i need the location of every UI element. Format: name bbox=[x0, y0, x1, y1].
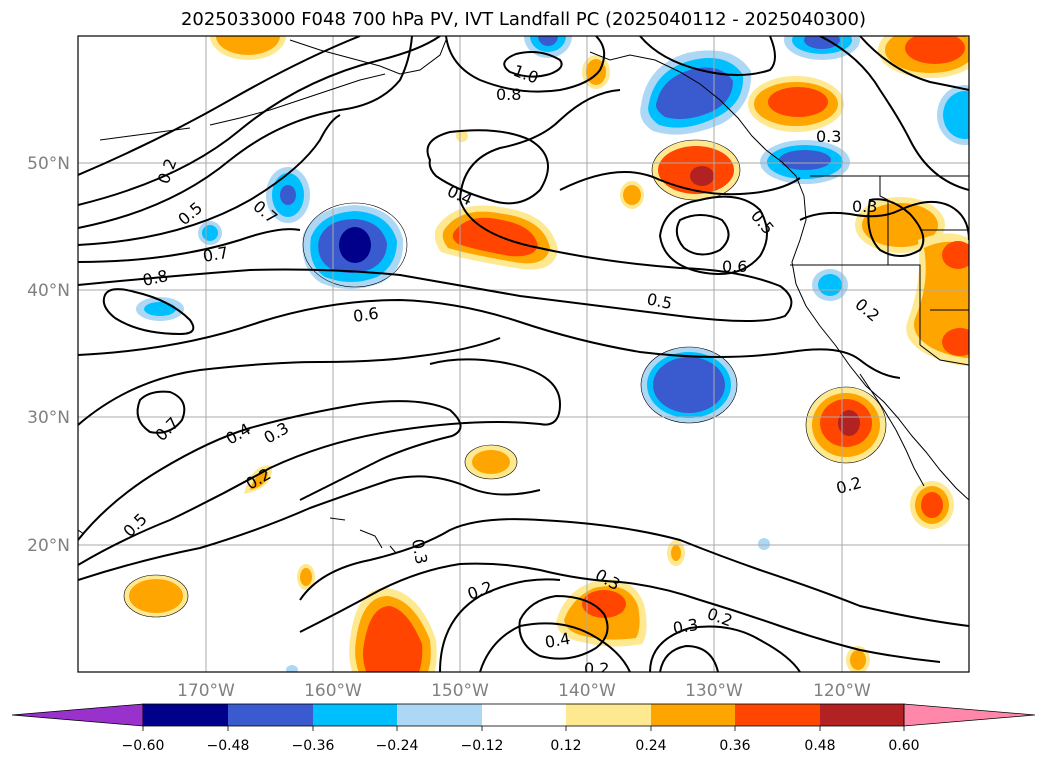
contour-label: 0.8 bbox=[141, 266, 170, 290]
lon-label: 140°W bbox=[558, 681, 616, 701]
contour-label: 0.3 bbox=[816, 127, 841, 146]
lat-label: 20°N bbox=[27, 536, 70, 556]
colorbar-segment bbox=[397, 704, 482, 726]
contour-label: 0.3 bbox=[671, 615, 699, 638]
contour-label: 0.7 bbox=[201, 243, 229, 266]
contour-label: 0.6 bbox=[352, 304, 380, 326]
shade-outlines bbox=[123, 139, 887, 618]
colorbar-segment bbox=[566, 704, 651, 726]
map-frame bbox=[77, 35, 970, 673]
colorbar-segment bbox=[820, 704, 904, 726]
colorbar-tick-label: 0.12 bbox=[550, 738, 581, 754]
colorbar-tick-label: 0.24 bbox=[635, 738, 666, 754]
longitude-labels: 170°W 160°W 150°W 140°W 130°W 120°W bbox=[177, 681, 871, 701]
lat-label: 50°N bbox=[27, 154, 70, 174]
pv-contours bbox=[78, 36, 969, 672]
colorbar-tick-label: 0.48 bbox=[804, 738, 835, 754]
colorbar-tick-label: −0.60 bbox=[122, 738, 165, 754]
colorbar-extend-low bbox=[11, 703, 144, 727]
lon-label: 170°W bbox=[177, 681, 235, 701]
colorbar-ticks bbox=[142, 726, 905, 731]
colorbar-segment bbox=[735, 704, 820, 726]
map-panel: 1.0 0.8 0.7 0.5 0.7 0.8 0.2 0.4 0.6 0.5 … bbox=[78, 36, 969, 678]
colorbar-tick-label: −0.48 bbox=[207, 738, 250, 754]
lat-label: 40°N bbox=[27, 281, 70, 301]
map-gridlines bbox=[78, 36, 969, 672]
lon-label: 120°W bbox=[813, 681, 871, 701]
lon-label: 160°W bbox=[304, 681, 362, 701]
contour-label: 0.4 bbox=[543, 629, 571, 652]
colorbar-tick-label: −0.24 bbox=[376, 738, 419, 754]
lat-label: 30°N bbox=[27, 408, 70, 428]
contour-label: 0.5 bbox=[645, 289, 674, 313]
contour-label: 0.3 bbox=[852, 197, 877, 216]
negative-anomaly-blobs bbox=[136, 36, 969, 672]
lon-label: 150°W bbox=[431, 681, 489, 701]
colorbar-extend-high bbox=[903, 703, 1036, 727]
colorbar-segment bbox=[651, 704, 735, 726]
contour-label: 0.6 bbox=[722, 257, 747, 276]
colorbar-segment bbox=[482, 704, 566, 726]
latitude-labels: 50°N 40°N 30°N 20°N bbox=[27, 154, 70, 556]
colorbar-tick-label: −0.36 bbox=[292, 738, 335, 754]
contour-label: 0.8 bbox=[496, 85, 521, 104]
lon-label: 130°W bbox=[685, 681, 743, 701]
colorbar-segment bbox=[143, 704, 228, 726]
colorbar-segment bbox=[228, 704, 313, 726]
colorbar-tick-label: −0.12 bbox=[461, 738, 504, 754]
contour-label: 0.2 bbox=[584, 659, 609, 678]
map-title: 2025033000 F048 700 hPa PV, IVT Landfall… bbox=[180, 9, 867, 30]
colorbar-tick-label: 0.60 bbox=[888, 738, 919, 754]
colorbar-tick-label: 0.36 bbox=[719, 738, 750, 754]
contour-label: 0.3 bbox=[408, 537, 431, 565]
colorbar-segment bbox=[313, 704, 397, 726]
colorbar: −0.60 −0.48 −0.36 −0.24 −0.12 0.12 0.24 … bbox=[11, 703, 1036, 754]
